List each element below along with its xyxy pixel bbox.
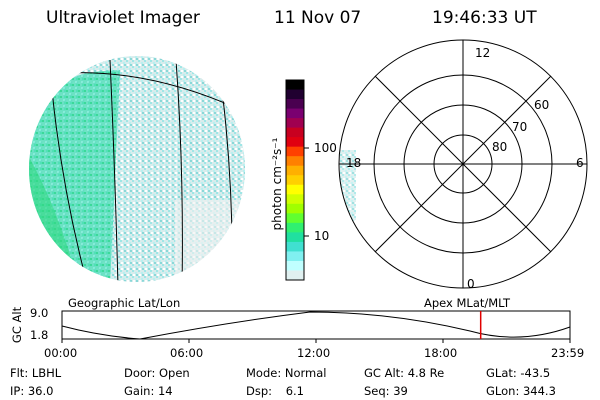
colorbar-segment: [286, 222, 304, 233]
timeline-left-title: Geographic Lat/Lon: [68, 296, 181, 310]
colorbar-segment: [286, 194, 304, 205]
colorbar-segment: [286, 118, 304, 129]
colorbar-segment: [286, 108, 304, 119]
timeline-right-title: Apex MLat/MLT: [424, 296, 511, 310]
colorbar-segment: [286, 203, 304, 214]
lat-label-70: 70: [512, 120, 528, 134]
colorbar-segment: [286, 175, 304, 186]
colorbar-unit-label: photon cm⁻²s⁻¹: [270, 137, 284, 231]
colorbar-segment: [286, 232, 304, 243]
colorbar-segment: [286, 260, 304, 271]
colorbar-segment: [286, 89, 304, 100]
colorbar-tick-10: 10: [314, 229, 330, 243]
lat-label-60: 60: [534, 98, 550, 112]
status-seq: Seq: 39: [364, 384, 408, 398]
colorbar-segment: [286, 213, 304, 224]
colorbar-segment: [286, 146, 304, 157]
status-glat: GLat: -43.5: [486, 366, 551, 380]
timeline-ylabel: GC Alt: [10, 306, 24, 344]
colorbar-segment: [286, 137, 304, 148]
colorbar-segment: [286, 251, 304, 262]
colorbar-segment: [286, 165, 304, 176]
colorbar-segment: [286, 99, 304, 110]
timeline-ytick-low: 1.8: [30, 328, 49, 342]
colorbar-segment: [286, 241, 304, 252]
timeline-xtick-4: 23:59: [551, 346, 585, 360]
status-gain: Gain: 14: [124, 384, 173, 398]
status-mode: Mode: Normal: [246, 366, 327, 380]
status-gc-alt: GC Alt: 4.8 Re: [364, 366, 445, 380]
timeline-ytick-high: 9.0: [30, 306, 49, 320]
colorbar: [286, 80, 304, 281]
status-glon: GLon: 344.3: [486, 384, 556, 398]
colorbar-segment: [286, 127, 304, 138]
altitude-timeline: [61, 310, 571, 343]
geographic-image: [29, 56, 245, 282]
colorbar-segment: [286, 80, 304, 91]
timeline-xtick-3: 18:00: [424, 346, 458, 360]
polar-plot: [338, 39, 588, 289]
colorbar-segment: [286, 156, 304, 167]
instrument-title: Ultraviolet Imager: [46, 8, 200, 28]
status-ip: IP: 36.0: [10, 384, 54, 398]
mlt-label-12: 12: [475, 46, 491, 60]
time-label: 19:46:33 UT: [432, 8, 537, 28]
mlt-label-0: 0: [467, 277, 475, 291]
mlt-label-18: 18: [346, 156, 362, 170]
lat-label-80: 80: [492, 140, 508, 154]
status-filter: Flt: LBHL: [10, 366, 62, 380]
status-door: Door: Open: [124, 366, 190, 380]
status-dsp: Dsp: 6.1: [246, 384, 304, 398]
timeline-xtick-0: 00:00: [44, 346, 78, 360]
timeline-xtick-1: 06:00: [170, 346, 204, 360]
colorbar-tick-100: 100: [314, 141, 337, 155]
colorbar-segment: [286, 270, 304, 281]
mlt-label-6: 6: [576, 156, 584, 170]
date-label: 11 Nov 07: [274, 8, 362, 28]
colorbar-segment: [286, 184, 304, 195]
timeline-xtick-2: 12:00: [297, 346, 331, 360]
